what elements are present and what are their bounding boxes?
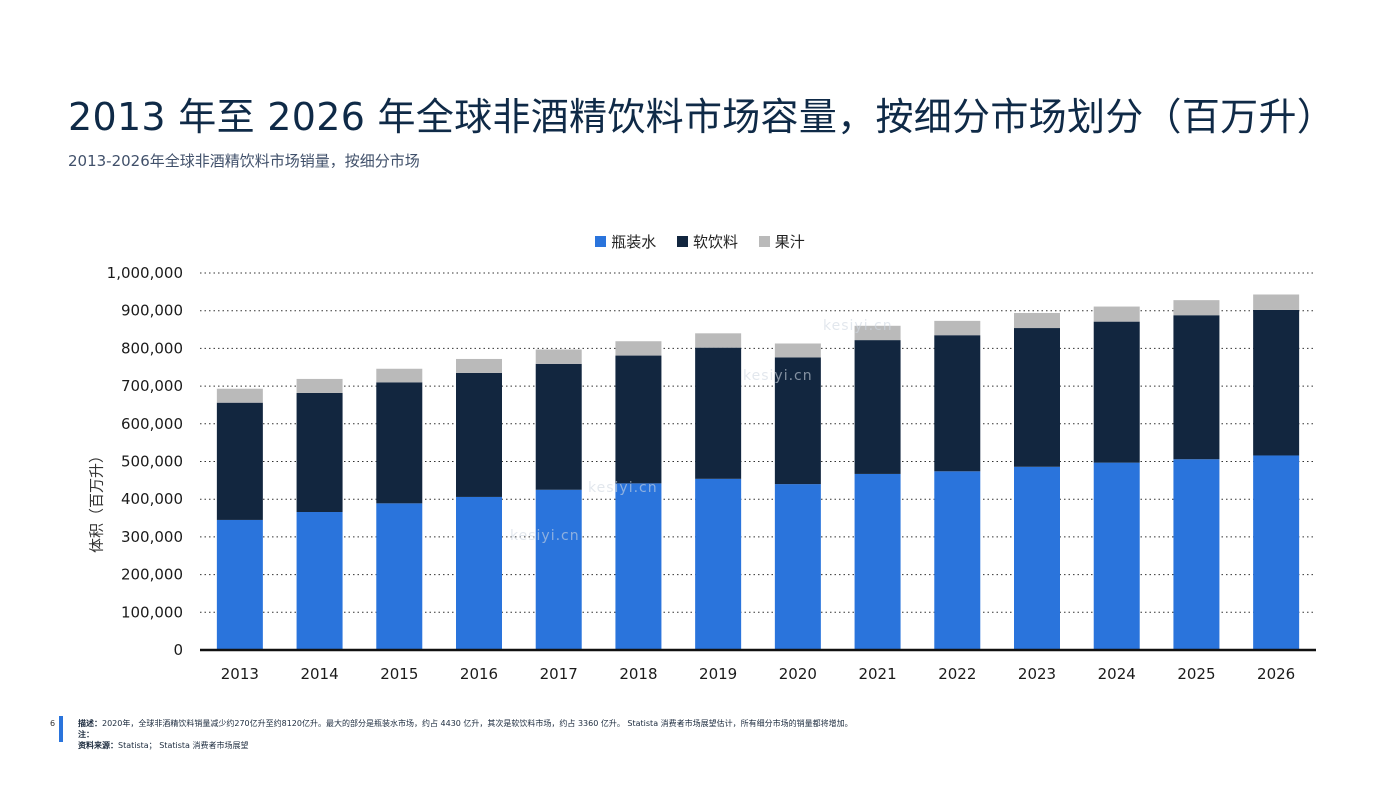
bar-segment-bottled-water <box>1253 455 1300 650</box>
footer-note: 注： <box>78 729 853 740</box>
y-tick-label: 300,000 <box>121 528 183 546</box>
footer-source-label: 资料来源： <box>78 741 118 750</box>
legend-item-juices[interactable]: 果汁 <box>758 231 805 252</box>
bar-segment-soft-drinks <box>376 382 423 504</box>
bar-segment-bottled-water <box>774 484 821 650</box>
x-tick-label: 2022 <box>938 665 976 683</box>
x-tick-label: 2017 <box>540 665 578 683</box>
bar-segment-juices <box>535 349 582 364</box>
bar-segment-bottled-water <box>854 473 901 650</box>
page-number: 6 <box>50 719 56 728</box>
bar-segment-soft-drinks <box>296 392 343 513</box>
y-axis-label-wrap: 体积（百万升） <box>86 420 106 580</box>
bar-segment-soft-drinks <box>216 402 263 520</box>
legend-label-soft-drinks: 软饮料 <box>692 233 738 251</box>
bar-segment-juices <box>216 388 263 403</box>
bar-segment-juices <box>376 368 423 383</box>
x-tick-label: 2016 <box>460 665 498 683</box>
x-tick-label: 2023 <box>1018 665 1056 683</box>
y-tick-label: 500,000 <box>121 453 183 471</box>
bar-segment-soft-drinks <box>1253 309 1300 456</box>
y-tick-label: 900,000 <box>121 302 183 320</box>
legend-item-soft-drinks[interactable]: 软饮料 <box>676 231 738 252</box>
bar-segment-bottled-water <box>376 503 423 650</box>
y-tick-label: 600,000 <box>121 415 183 433</box>
bar-segment-juices <box>1014 312 1060 329</box>
bar-segment-juices <box>1173 300 1220 316</box>
footer-accent-bar <box>59 716 63 742</box>
legend-label-juices: 果汁 <box>774 233 805 251</box>
bar-segment-soft-drinks <box>695 347 742 479</box>
bar-segment-soft-drinks <box>934 335 981 472</box>
watermark-text-2: kesiyi.cn <box>743 368 813 384</box>
bar-segment-soft-drinks <box>1173 315 1220 460</box>
y-tick-label: 0 <box>173 641 183 659</box>
legend-swatch-bottled-water <box>595 236 607 247</box>
y-tick-label: 1,000,000 <box>107 264 183 282</box>
stacked-bar-chart: 0 100,000 200,000 300,000 400,000 500,000 600,… <box>107 264 1316 683</box>
bar-segment-bottled-water <box>934 471 981 650</box>
x-tick-label: 2021 <box>858 665 896 683</box>
footer-notes: 描述：2020年，全球非酒精饮料销量减少约270亿升至约8120亿升。最大的部分… <box>78 718 853 751</box>
y-tick-label: 800,000 <box>121 339 183 357</box>
page-title: 2013 年至 2026 年全球非酒精饮料市场容量，按细分市场划分（百万升） <box>68 95 1336 139</box>
bar-segment-soft-drinks <box>1014 328 1060 467</box>
footer-description: 描述：2020年，全球非酒精饮料销量减少约270亿升至约8120亿升。最大的部分… <box>78 718 853 729</box>
x-tick-label: 2018 <box>619 665 657 683</box>
y-tick-label: 100,000 <box>121 603 183 621</box>
bar-segment-soft-drinks <box>854 340 901 474</box>
bar-segment-soft-drinks <box>615 355 662 484</box>
bar-segment-juices <box>934 320 981 336</box>
bar-segment-soft-drinks <box>535 363 582 490</box>
bar-segment-juices <box>1093 306 1140 322</box>
bar-segment-bottled-water <box>615 483 662 650</box>
bar-segment-juices <box>296 378 343 393</box>
bar-segment-bottled-water <box>456 496 502 650</box>
x-tick-label: 2019 <box>699 665 737 683</box>
bar-segment-juices <box>615 341 662 356</box>
bar-segment-bottled-water <box>216 519 263 650</box>
x-tick-label: 2015 <box>380 665 418 683</box>
footer-source: 资料来源：Statista； Statista 消费者市场展望 <box>78 740 853 751</box>
bar-segment-bottled-water <box>1014 466 1060 650</box>
bar-segment-bottled-water <box>296 512 343 650</box>
footer-note-label: 注： <box>78 730 94 739</box>
x-tick-label: 2024 <box>1098 665 1136 683</box>
watermark-text-1: kesiyi.cn <box>823 318 893 334</box>
legend-swatch-juices <box>758 236 770 247</box>
bar-segment-bottled-water <box>1173 459 1220 650</box>
x-tick-label: 2020 <box>779 665 817 683</box>
x-tick-label: 2013 <box>221 665 259 683</box>
page-subtitle: 2013-2026年全球非酒精饮料市场销量，按细分市场 <box>68 152 420 170</box>
bar-segment-juices <box>695 333 742 348</box>
bar-segment-bottled-water <box>695 478 742 650</box>
y-tick-label: 400,000 <box>121 490 183 508</box>
x-tick-label: 2014 <box>300 665 338 683</box>
legend-item-bottled-water[interactable]: 瓶装水 <box>595 231 656 252</box>
bar-segment-juices <box>774 343 821 358</box>
x-tick-label: 2026 <box>1257 665 1295 683</box>
bar-segment-juices <box>1253 294 1300 310</box>
y-axis-label: 体积（百万升） <box>87 448 106 554</box>
bar-segment-juices <box>456 358 502 373</box>
footer-source-text: Statista； Statista 消费者市场展望 <box>118 741 249 750</box>
legend-label-bottled-water: 瓶装水 <box>611 233 657 251</box>
bar-segment-soft-drinks <box>1093 321 1140 463</box>
y-tick-label: 700,000 <box>121 377 183 395</box>
bar-segment-bottled-water <box>535 489 582 650</box>
x-tick-label: 2025 <box>1177 665 1215 683</box>
watermark-text-4: kesiyi.cn <box>510 528 580 544</box>
bar-segment-soft-drinks <box>774 357 821 485</box>
legend-swatch-soft-drinks <box>676 236 688 247</box>
footer-description-text: 2020年，全球非酒精饮料销量减少约270亿升至约8120亿升。最大的部分是瓶装… <box>102 719 853 728</box>
bar-segment-juices <box>854 325 901 341</box>
watermark-text-3: kesiyi.cn <box>588 480 658 496</box>
footer-description-label: 描述： <box>78 719 102 728</box>
y-tick-label: 200,000 <box>121 566 183 584</box>
bar-segment-bottled-water <box>1093 462 1140 650</box>
chart-legend: 瓶装水 软饮料 果汁 <box>0 231 1400 252</box>
bar-segment-soft-drinks <box>456 372 502 497</box>
